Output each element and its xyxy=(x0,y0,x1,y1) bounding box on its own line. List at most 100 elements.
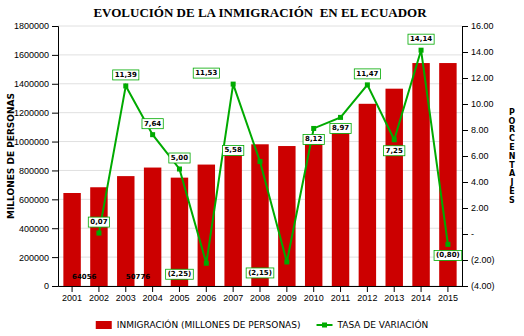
tick-mark xyxy=(313,286,314,292)
annotation-label: 11,47 xyxy=(356,70,378,78)
legend-label: TASA DE VARIACIÓN xyxy=(337,319,429,330)
annotation-label: 5,58 xyxy=(225,146,242,154)
x-tick: 2012 xyxy=(357,286,377,303)
tick-mark xyxy=(52,257,58,258)
y-tick-label: 800000 xyxy=(19,166,49,176)
y-tick: 1200000 xyxy=(14,108,58,118)
annotations: 64056507760,0711,397,645,00(2,25)11,535,… xyxy=(72,34,462,281)
annotation: (0,80) xyxy=(434,250,462,260)
tick-mark xyxy=(462,52,468,53)
grid-line xyxy=(58,54,462,55)
marker xyxy=(445,242,450,247)
annotation: 7,25 xyxy=(384,146,405,156)
line-series xyxy=(96,48,450,266)
y-tick: 200000 xyxy=(19,252,58,262)
annotation: (2,15) xyxy=(246,268,274,278)
tick-mark xyxy=(462,234,468,235)
x-tick: 2014 xyxy=(411,286,431,303)
x-tick-label: 2004 xyxy=(143,293,163,303)
y-tick: 1000000 xyxy=(14,137,58,147)
y2-tick-label: 16.00 xyxy=(471,21,494,31)
y2-tick-label: 8.00 xyxy=(471,125,489,135)
tick-mark xyxy=(52,84,58,85)
tick-mark xyxy=(233,286,234,292)
axis-line xyxy=(52,27,59,287)
tick-mark xyxy=(462,260,468,261)
grid-line xyxy=(58,26,462,27)
y2-tick: (4.00) xyxy=(462,281,495,291)
marker xyxy=(204,261,209,266)
x-tick: 2007 xyxy=(223,286,243,303)
annotation-box xyxy=(246,268,274,278)
tick-mark xyxy=(52,286,58,287)
marker xyxy=(338,115,343,120)
tick-mark xyxy=(421,286,422,292)
marker xyxy=(177,167,182,172)
marker xyxy=(123,83,128,88)
annotation-label: 64056 xyxy=(72,273,96,281)
annotation-box xyxy=(142,119,163,129)
annotation-box xyxy=(169,153,190,163)
y2-tick: - xyxy=(462,229,474,239)
tick-mark xyxy=(206,286,207,292)
tick-mark xyxy=(125,286,126,292)
annotation-label: (2,25) xyxy=(168,270,192,278)
y-tick: 400000 xyxy=(19,224,58,234)
bar xyxy=(251,144,268,286)
y-axis-title: MILLONES DE PERSONAS xyxy=(6,93,16,219)
y2-axis: (4.00) (2.00) - 2.00 4.00 6.00 8.00 10.00 12.00 1… xyxy=(462,21,495,291)
y2-tick: 4.00 xyxy=(462,177,489,187)
annotation: 5,00 xyxy=(169,153,190,163)
marker xyxy=(231,82,236,87)
legend-item: INMIGRACIÓN (MILLONES DE PERSONAS) xyxy=(96,319,301,330)
y2-tick: 10.00 xyxy=(462,99,494,109)
annotation-label: (2,15) xyxy=(248,269,272,277)
tick-mark xyxy=(52,26,58,27)
y2-tick-label: 2.00 xyxy=(471,203,489,213)
y2-tick-label: 6.00 xyxy=(471,151,489,161)
y2-tick-label: 12.00 xyxy=(471,73,494,83)
annotation-label: 0,07 xyxy=(90,218,107,226)
annotation: 11,39 xyxy=(113,70,139,80)
y2-tick-label: 10.00 xyxy=(471,99,494,109)
marks xyxy=(63,48,456,286)
y-tick-label: 1800000 xyxy=(14,21,49,31)
line xyxy=(99,50,448,263)
bar xyxy=(224,151,241,286)
tick-mark xyxy=(462,78,468,79)
y2-tick: 12.00 xyxy=(462,73,494,83)
tick-mark xyxy=(52,199,58,200)
legend-swatch xyxy=(96,321,112,329)
legend-item: TASA DE VARIACIÓN xyxy=(317,319,429,330)
annotation: 14,14 xyxy=(408,34,434,44)
x-tick: 2013 xyxy=(384,286,404,303)
tick-mark xyxy=(462,286,468,287)
x-tick-label: 2007 xyxy=(223,293,243,303)
y2-tick-label: (2.00) xyxy=(471,255,495,265)
annotation-box xyxy=(193,68,219,78)
annotation-box xyxy=(88,217,109,227)
x-tick: 2005 xyxy=(169,286,189,303)
y-tick: 600000 xyxy=(19,195,58,205)
tick-mark xyxy=(462,104,468,105)
title: EVOLUCIÓN DE LA INMIGRACIÓN EN EL ECUADO… xyxy=(93,5,427,20)
y2-tick: 2.00 xyxy=(462,203,489,213)
annotation-box xyxy=(384,146,405,156)
tick-mark xyxy=(179,286,180,292)
annotation-label: (0,80) xyxy=(436,251,460,259)
y-tick-label: 1200000 xyxy=(14,108,49,118)
y-tick-label: 1600000 xyxy=(14,50,49,60)
marker xyxy=(419,48,424,53)
y-axis: 0200000400000600000800000100000012000001… xyxy=(14,21,59,291)
tick-mark xyxy=(340,286,341,292)
marker xyxy=(365,82,370,87)
annotation-box xyxy=(434,250,462,260)
x-tick: 2008 xyxy=(250,286,270,303)
legend-marker xyxy=(322,323,327,328)
x-tick-label: 2003 xyxy=(116,293,136,303)
annotation: 5,58 xyxy=(223,145,244,155)
y2-tick-label: (4.00) xyxy=(471,281,495,291)
annotation: 8,12 xyxy=(303,134,324,144)
y2-tick-label: 14.00 xyxy=(471,47,494,57)
y-tick: 1800000 xyxy=(14,21,58,31)
